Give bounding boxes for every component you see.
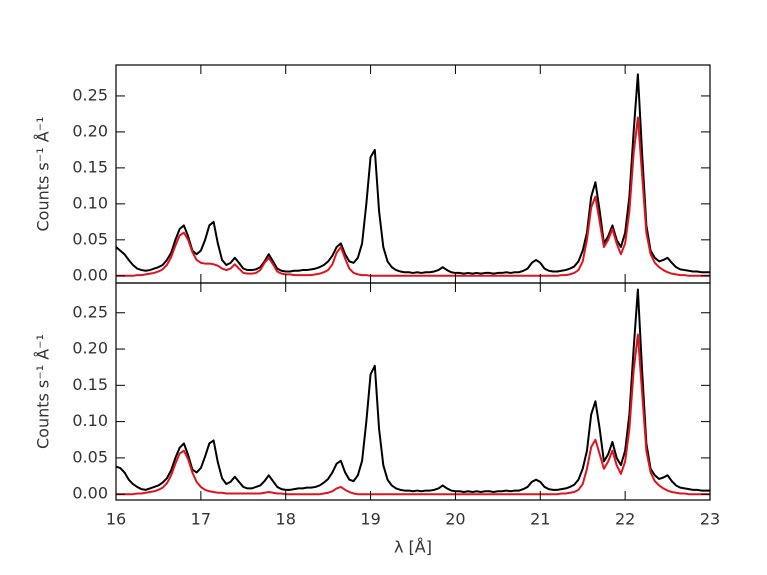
y-tick-label: 0.20 [72, 121, 108, 140]
x-tick-label: 19 [360, 510, 380, 529]
x-tick-label: 23 [700, 510, 720, 529]
spectrum-line [116, 73, 710, 275]
x-axis-label: λ [Å] [394, 538, 432, 557]
y-tick-label: 0.00 [72, 484, 108, 503]
x-tick-label: 17 [191, 510, 211, 529]
x-tick-label: 22 [615, 510, 635, 529]
plot-frame [115, 64, 711, 284]
y-tick-label: 0.15 [72, 157, 108, 176]
x-tick-label: 21 [530, 510, 550, 529]
plot-frame [115, 282, 711, 501]
y-tick-label: 0.25 [72, 85, 108, 104]
y-tick-label: 0.25 [72, 302, 108, 321]
y-tick-label: 0.05 [72, 447, 108, 466]
x-tick-label: 20 [445, 510, 465, 529]
y-tick-label: 0.20 [72, 339, 108, 358]
y-axis-label: Counts s⁻¹ Å⁻¹ [34, 116, 53, 231]
y-tick-label: 0.05 [72, 229, 108, 248]
y-tick-label: 0.10 [72, 411, 108, 430]
spectrum-line [116, 116, 710, 277]
y-tick-label: 0.15 [72, 375, 108, 394]
x-tick-label: 16 [106, 510, 126, 529]
spectrum-line [116, 333, 710, 496]
y-axis-label: Counts s⁻¹ Å⁻¹ [34, 334, 53, 449]
x-tick-label: 18 [276, 510, 296, 529]
y-tick-label: 0.00 [72, 265, 108, 284]
y-tick-label: 0.10 [72, 193, 108, 212]
spectrum-line [116, 288, 710, 494]
